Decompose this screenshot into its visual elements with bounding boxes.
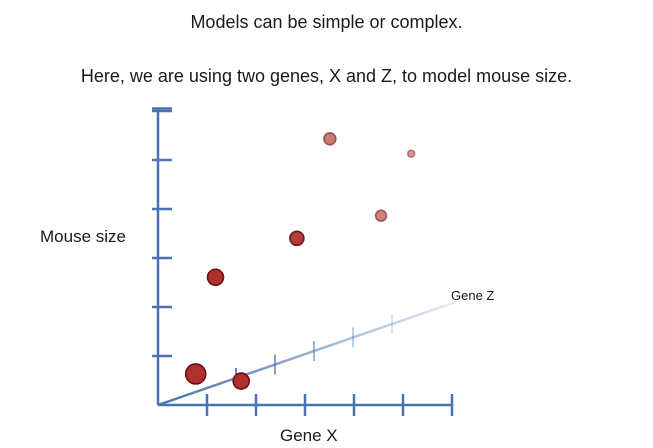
data-point [184,363,207,385]
data-point [206,268,225,287]
z-axis-line [157,301,455,407]
data-point [406,149,416,158]
z-axis-label: Gene Z [451,288,494,303]
data-point [289,230,305,247]
slide-subtitle: Here, we are using two genes, X and Z, t… [80,66,573,86]
slide-title: Models can be simple or complex. [190,12,463,32]
data-points [184,132,416,390]
data-point [323,132,337,146]
axis-labels: Mouse size Gene X Gene Z [40,227,494,445]
y-axis-label: Mouse size [40,227,126,246]
data-point [374,209,388,222]
data-point [232,372,251,390]
x-axis-label: Gene X [280,426,338,445]
axes [152,107,455,416]
